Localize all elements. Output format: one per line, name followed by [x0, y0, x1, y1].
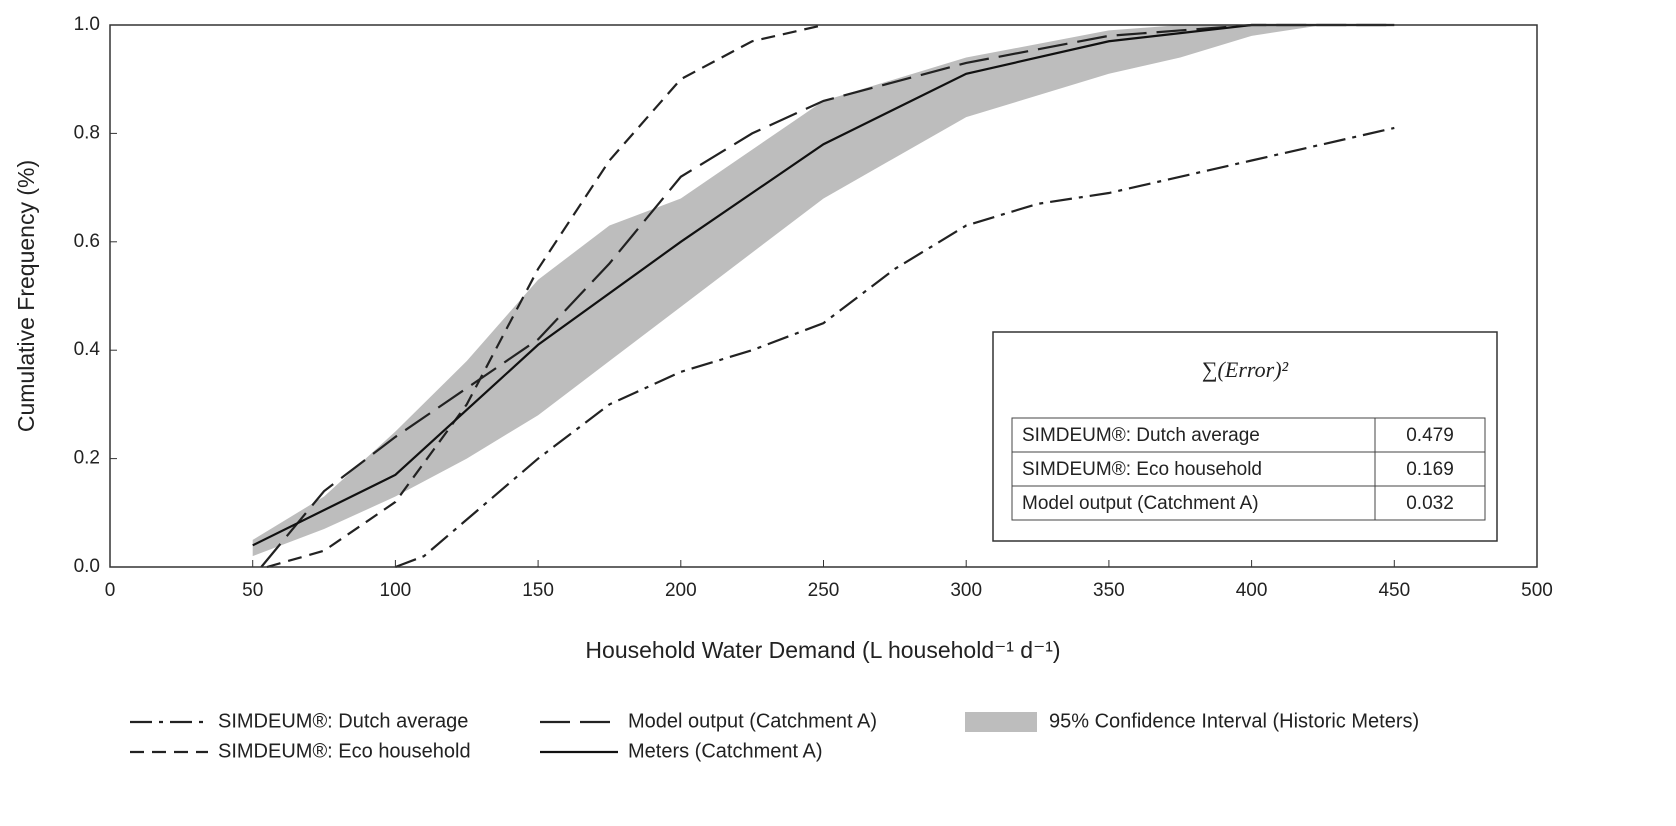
error-table-box	[992, 331, 1498, 542]
legend-label: 95% Confidence Interval (Historic Meters…	[1049, 710, 1419, 732]
series-line	[260, 23, 1395, 568]
error-table-label: Model output (Catchment A)	[1022, 493, 1259, 514]
x-axis-label: Household Water Demand (L household⁻¹ d⁻…	[585, 637, 1060, 663]
legend-label: Model output (Catchment A)	[628, 710, 877, 732]
series-line	[266, 23, 824, 569]
legend-label: SIMDEUM®: Eco household	[218, 740, 471, 762]
x-tick-label: 400	[1236, 580, 1268, 601]
x-tick-label: 500	[1521, 580, 1553, 601]
x-tick-label: 200	[665, 580, 697, 601]
error-table-title: ∑(Error)²	[1202, 357, 1289, 382]
x-tick-label: 100	[380, 580, 412, 601]
y-tick-label: 0.6	[74, 231, 100, 252]
error-table-value: 0.169	[1406, 459, 1454, 480]
y-tick-label: 1.0	[74, 14, 100, 35]
series-line	[395, 126, 1395, 569]
x-tick-label: 150	[522, 580, 554, 601]
error-table-label: SIMDEUM®: Dutch average	[1022, 425, 1260, 446]
error-table-value: 0.032	[1406, 493, 1454, 514]
series-line	[252, 23, 1395, 547]
legend-label: SIMDEUM®: Dutch average	[218, 710, 468, 732]
error-table-value: 0.479	[1406, 425, 1454, 446]
x-tick-label: 350	[1093, 580, 1125, 601]
y-tick-label: 0.2	[74, 448, 100, 469]
x-tick-label: 250	[808, 580, 840, 601]
error-table-cell	[1374, 485, 1486, 521]
x-tick-label: 0	[105, 580, 116, 601]
x-tick-label: 300	[950, 580, 982, 601]
legend-swatch	[965, 712, 1037, 732]
x-tick-label: 450	[1378, 580, 1410, 601]
y-tick-label: 0.0	[74, 556, 100, 577]
y-tick-label: 0.8	[74, 122, 100, 143]
y-tick-label: 0.4	[74, 339, 101, 360]
error-table-label: SIMDEUM®: Eco household	[1022, 459, 1262, 480]
legend-label: Meters (Catchment A)	[628, 740, 823, 762]
y-axis-label: Cumulative Frequency (%)	[13, 160, 39, 432]
x-tick-label: 50	[242, 580, 263, 601]
confidence-band	[252, 25, 1395, 557]
